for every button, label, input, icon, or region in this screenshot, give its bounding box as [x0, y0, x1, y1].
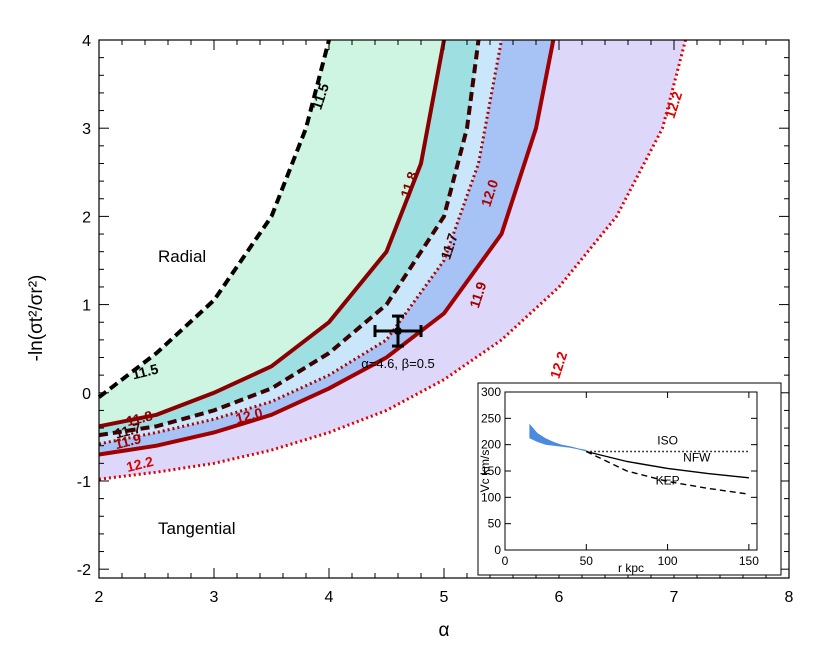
contour-label-11.8: 11.8 [125, 407, 155, 429]
y-tick-label: 4 [82, 33, 91, 50]
contour-label-extra-6: 12.2 [547, 349, 571, 380]
y-tick-label: 0 [82, 386, 91, 403]
inset-y-tick-label: 250 [481, 411, 501, 425]
band-12.1-12.2 [99, 40, 686, 480]
inset-series-label-iso: ISO [657, 434, 678, 448]
band-12.0-12.1 [99, 40, 554, 455]
main-bands [99, 40, 686, 480]
y-tick-label: 1 [82, 298, 91, 315]
y-tick-label: 2 [82, 209, 91, 226]
x-tick-label: 4 [325, 589, 334, 606]
x-tick-label: 7 [670, 589, 679, 606]
inset-x-tick-label: 50 [580, 554, 594, 568]
band-11.5-11.8 [99, 40, 444, 427]
inset-background [477, 382, 782, 576]
region-label-radial: Radial [158, 247, 206, 266]
contour-label-11.9: 11.9 [113, 430, 143, 452]
band-11.8-11.9 [99, 40, 479, 436]
inset-line-kep [585, 450, 749, 495]
contour-label-12.0: 12.0 [234, 404, 265, 426]
data-point-marker: α=4.6, β=0.5 [361, 314, 435, 371]
x-tick-label: 2 [95, 589, 104, 606]
inset-series-label-nfw: NFW [683, 451, 711, 465]
contour-label-11.7: 11.7 [113, 420, 143, 442]
y-tick-label: -1 [77, 474, 91, 491]
marker-point [394, 327, 402, 336]
inset-x-tick-label: 0 [502, 554, 509, 568]
contour-label-12.2: 12.2 [125, 453, 156, 475]
region-label-tangential: Tangential [158, 519, 236, 538]
contour-line-11.9 [98, 39, 556, 457]
inset-y-tick-label: 150 [481, 464, 501, 478]
inset-x-axis-label: r kpc [618, 561, 644, 575]
contour-line-11.7 [98, 39, 481, 438]
inset-y-tick-label: 200 [481, 438, 501, 452]
y-tick-label: 3 [82, 121, 91, 138]
inset-y-tick-label: 300 [481, 385, 501, 399]
inset-velocity-band [529, 423, 587, 452]
inset-y-tick-label: 50 [488, 517, 502, 531]
x-tick-label: 6 [555, 589, 564, 606]
y-axis-label: -ln(σt²/σr²) [26, 275, 47, 362]
inset-y-axis-label: Vc km/s [478, 450, 492, 493]
contour-label-extra-2: 11.7 [437, 231, 460, 261]
x-tick-label: 5 [440, 589, 449, 606]
x-tick-label: 8 [785, 589, 794, 606]
contour-label-extra-4: 11.9 [466, 280, 489, 310]
inset-x-tick-label: 100 [658, 554, 678, 568]
contour-line-12.0 [98, 39, 503, 446]
y-tick-label: -2 [77, 562, 91, 579]
inset-x-tick-label: 150 [739, 554, 759, 568]
inset-series-label-kep: KEP [656, 474, 680, 488]
inset-y-tick-label: 0 [494, 543, 501, 557]
contour-label-11.5: 11.5 [130, 360, 160, 382]
contour-label-extra-0: 11.5 [309, 81, 332, 111]
marker-label: α=4.6, β=0.5 [361, 356, 435, 371]
inset-line-nfw [586, 450, 749, 479]
x-axis-label: α [439, 620, 450, 641]
contour-line-12.2 [98, 39, 687, 481]
x-tick-label: 3 [210, 589, 219, 606]
inset-y-tick-label: 100 [481, 490, 501, 504]
main-lines [97, 39, 687, 481]
contour-label-extra-1: 11.8 [397, 169, 420, 199]
main-axes: 2 3 4 5 6 7 8 -2 -1 0 1 2 3 4 [77, 33, 794, 606]
contour-line-11.8 [98, 39, 446, 429]
contour-line-11.5 [97, 39, 331, 399]
